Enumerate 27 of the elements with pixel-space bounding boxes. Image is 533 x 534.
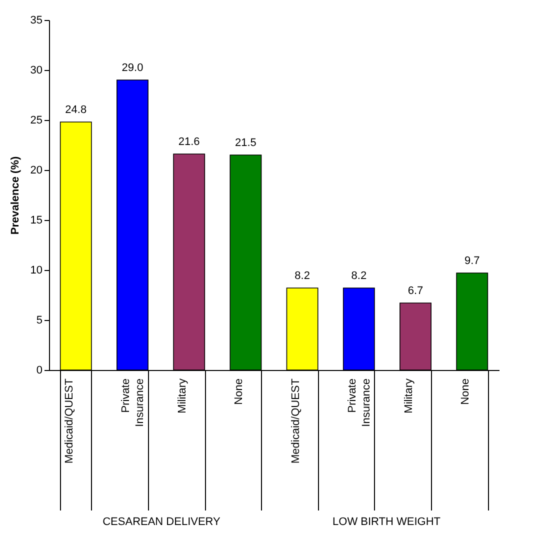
data-label: 6.7	[408, 285, 424, 297]
x-tick-label: Medicaid/QUEST	[290, 378, 302, 464]
y-tick-label: 35	[30, 14, 42, 26]
text: LOW BIRTH WEIGHT	[332, 516, 441, 528]
data-label: 8.2	[351, 270, 367, 282]
text: CESAREAN DELIVERY	[102, 516, 222, 528]
x-tick-label: Military	[176, 378, 189, 414]
y-tick-label: 25	[30, 114, 42, 126]
y-tick-label: 30	[30, 64, 42, 76]
y-tick-label: 15	[30, 214, 42, 226]
y-tick-label: 5	[36, 314, 42, 326]
y-tick-label: 10	[30, 264, 42, 276]
data-label: 21.6	[178, 136, 200, 148]
data-label: 8.2	[294, 270, 310, 282]
x-tick-label: Private Insurance	[346, 378, 372, 427]
x-tick-label: Private Insurance	[120, 378, 146, 427]
x-tick-label: Medicaid/QUEST	[63, 378, 76, 464]
data-label: 9.7	[464, 255, 480, 267]
y-tick-label: 0	[36, 364, 42, 376]
data-label: 29.0	[122, 62, 144, 74]
x-tick-label: Military	[403, 378, 416, 414]
y-tick-label: 20	[30, 164, 42, 176]
y-axis-title: Prevalence (%)	[9, 156, 22, 235]
x-tick-label: None	[233, 378, 246, 405]
data-label: 21.5	[234, 137, 256, 149]
data-label: 24.8	[65, 104, 87, 116]
x-tick-label: None	[460, 378, 472, 405]
